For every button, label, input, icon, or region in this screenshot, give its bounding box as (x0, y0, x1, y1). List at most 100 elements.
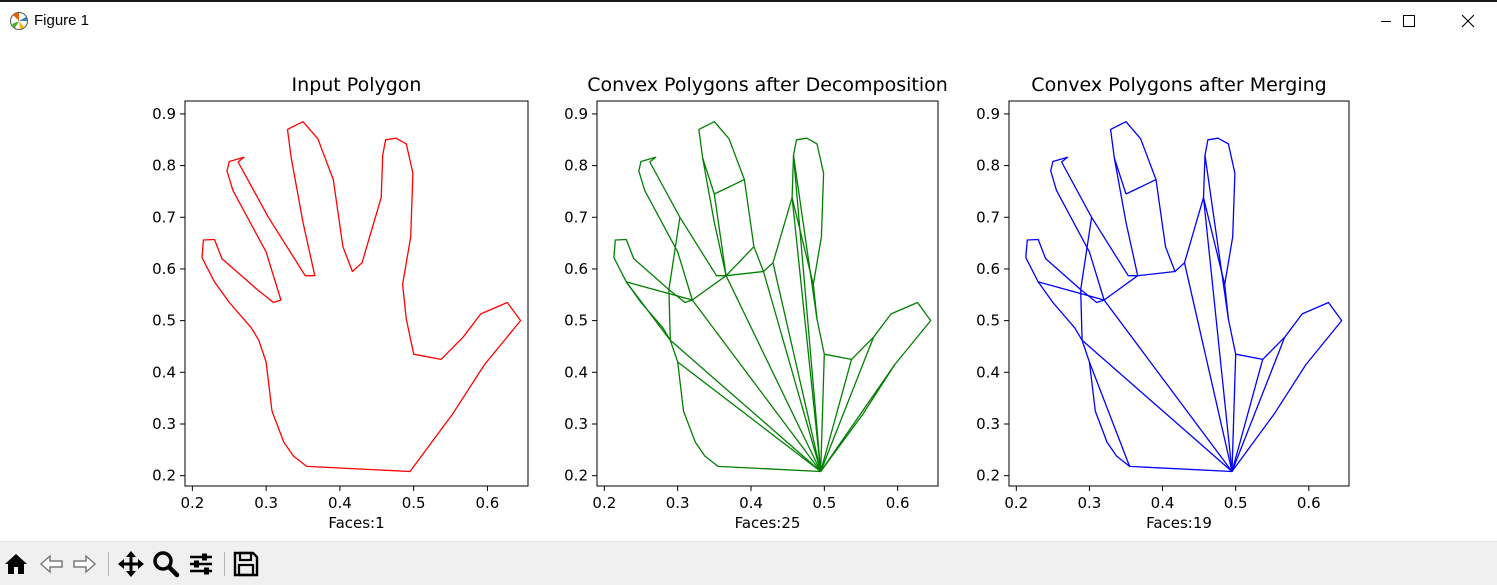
polygon-edge (1137, 270, 1176, 277)
polygon-edge (1113, 157, 1127, 195)
y-tick-label: 0.2 (976, 467, 1000, 485)
polygon-edge (762, 271, 822, 472)
y-tick-label: 0.2 (152, 467, 176, 485)
title-bar: Figure 1 (0, 0, 1497, 42)
figure-svg: 0.2 0.3 0.4 0.5 0.6 0.2 0.3 0.4 0.5 0.6 0.7 0.8 0.9 I… (152, 74, 1350, 532)
polygon-edge (668, 217, 681, 290)
save-icon (233, 551, 259, 577)
back-arrow-icon (39, 554, 63, 574)
axes-frame (1008, 100, 1350, 487)
polygon-edge (725, 275, 822, 472)
zoom-icon (153, 551, 180, 578)
polygon-edge (820, 359, 853, 472)
axes-frame (596, 100, 939, 487)
x-axis-label: Faces:1 (328, 514, 384, 532)
subplot-1: 0.2 0.3 0.4 0.5 0.6 0.2 0.3 0.4 0.5 0.6 0.7 0.8 0.9 I… (152, 74, 529, 532)
polygon-edge (820, 354, 825, 472)
polygon-edge (713, 193, 727, 276)
polygon-edge (701, 157, 715, 195)
zoom-button[interactable] (152, 550, 180, 578)
y-tick-label: 0.8 (564, 157, 588, 175)
close-icon (1461, 14, 1475, 28)
pan-icon (118, 551, 144, 577)
x-tick-label: 0.2 (1004, 494, 1028, 512)
polygon-edge (1080, 217, 1093, 290)
polygon-edge (668, 289, 671, 341)
polygon-edge (725, 246, 755, 277)
close-button[interactable] (1445, 6, 1491, 36)
maximize-button[interactable] (1386, 6, 1432, 36)
polygon-edge (1103, 299, 1233, 472)
polygon-outline (201, 121, 522, 473)
y-tick-label: 0.5 (564, 312, 588, 330)
y-tick-label: 0.6 (152, 260, 176, 278)
polygon-edge (1183, 262, 1233, 472)
polygon-edge (1231, 359, 1264, 472)
y-tick-label: 0.9 (564, 105, 588, 123)
navigation-toolbar (0, 541, 1497, 585)
x-tick-label: 0.3 (1078, 494, 1102, 512)
subplot-3: 0.2 0.3 0.4 0.5 0.6 0.2 0.3 0.4 0.5 0.6 0.7 0.8 0.9 C… (976, 74, 1350, 532)
polygon-edge (1038, 281, 1105, 301)
polygon-edge (820, 336, 875, 472)
y-tick-label: 0.3 (152, 415, 176, 433)
subplot-title: Convex Polygons after Merging (1031, 74, 1326, 96)
polygon-edge (726, 270, 764, 277)
home-icon (5, 554, 27, 574)
subplot-2: 0.2 0.3 0.4 0.5 0.6 0.2 0.3 0.4 0.5 0.6 0.7 0.8 0.9 C… (564, 74, 948, 532)
polygon-edge (1081, 339, 1233, 472)
polygon-edge (1125, 179, 1157, 195)
polygon-edge (1231, 354, 1237, 472)
y-tick-label: 0.9 (152, 105, 176, 123)
polygon-edge (669, 339, 822, 472)
back-button[interactable] (38, 550, 66, 578)
matplotlib-icon (9, 11, 29, 31)
pan-button[interactable] (117, 550, 145, 578)
configure-subplots-button[interactable] (187, 550, 215, 578)
y-tick-label: 0.8 (152, 157, 176, 175)
figure-canvas[interactable]: 0.2 0.3 0.4 0.5 0.6 0.2 0.3 0.4 0.5 0.6 0.7 0.8 0.9 I… (0, 42, 1497, 540)
x-tick-label: 0.4 (1151, 494, 1175, 512)
x-tick-label: 0.5 (1224, 494, 1248, 512)
y-tick-label: 0.7 (976, 208, 1000, 226)
polygon-edge (1103, 275, 1139, 301)
subplot-title: Input Polygon (292, 74, 422, 96)
x-tick-label: 0.4 (739, 494, 763, 512)
home-button[interactable] (2, 550, 30, 578)
x-axis-label: Faces:19 (1146, 514, 1212, 532)
polygon-edge (792, 155, 818, 320)
polygon-edge (791, 197, 814, 285)
forward-button[interactable] (70, 550, 98, 578)
save-button[interactable] (232, 550, 260, 578)
x-tick-label: 0.4 (328, 494, 352, 512)
y-tick-label: 0.4 (152, 363, 176, 381)
y-tick-label: 0.9 (976, 105, 1000, 123)
y-tick-label: 0.3 (976, 415, 1000, 433)
polygon-edge (1202, 197, 1226, 285)
x-tick-label: 0.3 (666, 494, 690, 512)
polygon-edge (1088, 361, 1131, 467)
minimize-icon (1381, 21, 1391, 22)
y-tick-label: 0.2 (564, 467, 588, 485)
y-tick-label: 0.8 (976, 157, 1000, 175)
polygon-edge (1204, 155, 1230, 320)
polygon-edge (792, 155, 822, 472)
y-tick-label: 0.7 (564, 208, 588, 226)
axes-frame (184, 100, 529, 487)
x-axis-label: Faces:25 (735, 514, 801, 532)
polygon-edge (626, 281, 693, 301)
y-tick-label: 0.4 (564, 363, 588, 381)
polygon-edge (691, 275, 727, 301)
maximize-icon (1403, 15, 1415, 27)
y-tick-label: 0.6 (564, 260, 588, 278)
polygon-edge (1231, 336, 1286, 472)
polygon-edge (714, 179, 745, 195)
forward-arrow-icon (73, 554, 97, 574)
polygon-edge (691, 299, 822, 472)
polygon-edge (772, 262, 822, 472)
x-tick-label: 0.6 (886, 494, 910, 512)
minimize-button[interactable] (1363, 6, 1409, 36)
polygon-edge (677, 361, 822, 473)
x-tick-label: 0.3 (254, 494, 278, 512)
x-tick-label: 0.5 (812, 494, 836, 512)
